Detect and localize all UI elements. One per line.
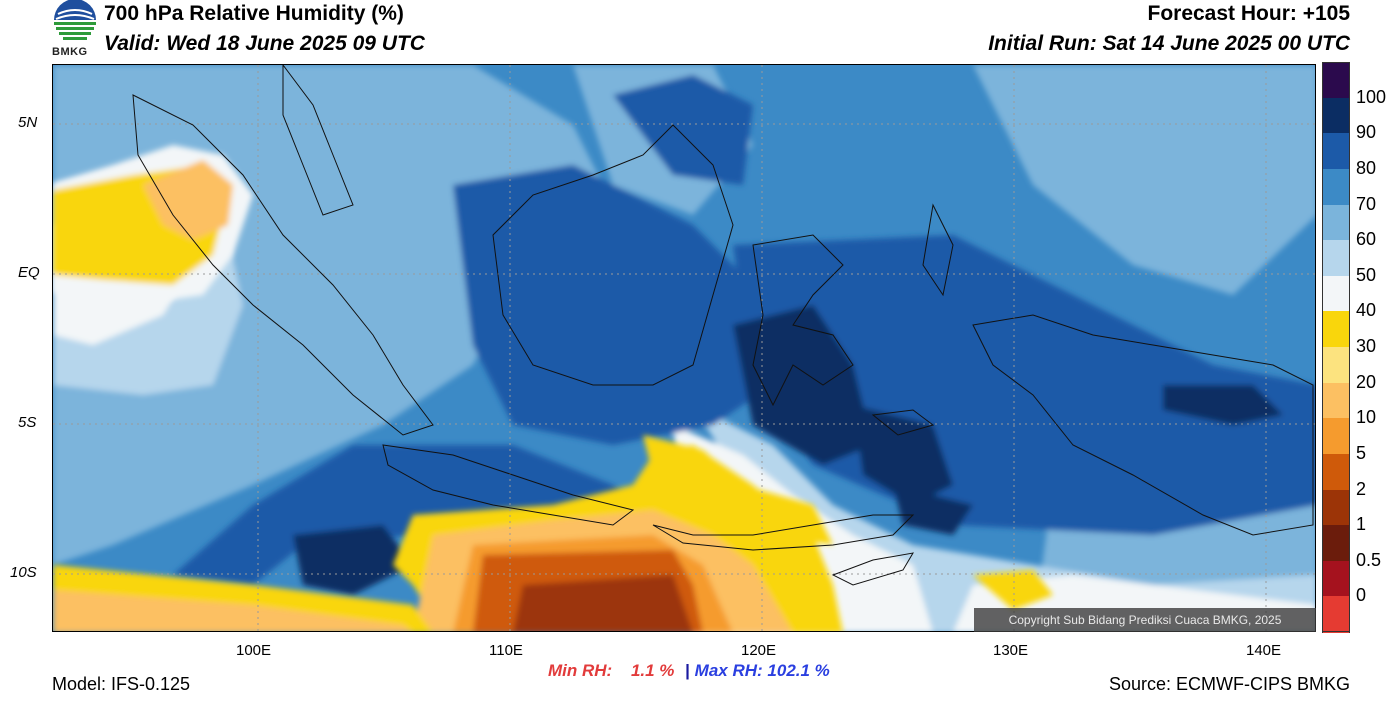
logo-label: BMKG [52,46,88,58]
copyright-notice: Copyright Sub Bidang Prediksi Cuaca BMKG… [974,608,1316,632]
lat-label-5s: 5S [18,414,37,431]
rh-region-60-northeast [973,65,1315,295]
coast-seram [871,409,935,436]
coastlines [132,65,1314,586]
rh-region-80-borneo [453,165,773,445]
rh-region-90-sulawesi [733,305,873,465]
model-label: Model: IFS-0.125 [52,674,191,694]
colorbar-label: 70 [1356,193,1377,214]
colorbar-swatch [1322,168,1350,205]
lon-label-130e: 130E [993,642,1029,659]
colorbar-label: 5 [1356,442,1367,463]
map-canvas [53,65,1315,631]
colorbar-label: 50 [1356,264,1377,285]
forecast-hour: Forecast Hour: +105 [1147,2,1351,25]
rh-region-80-north [613,75,753,185]
rh-region-90-papua [1163,385,1283,425]
max-rh: Max RH: 102.1 % [694,661,830,680]
rh-region-90-flores [893,485,973,535]
coast-lesser-sunda [652,514,915,551]
coast-sulawesi [752,234,854,407]
valid-time: Valid: Wed 18 June 2025 09 UTC [104,32,425,55]
colorbar-label: 0 [1356,585,1367,606]
colorbar-label: 80 [1356,157,1377,178]
coast-timor [831,552,914,586]
coast-malay-peninsula [282,65,354,216]
rh-dry-10-sumatra [143,160,233,240]
rh-dry-10-southwest [53,590,411,631]
colorbar-label: 1 [1356,514,1367,535]
lon-label-120e: 120E [741,642,777,659]
colorbar-label: 2 [1356,478,1367,499]
colorbar-label: 10 [1356,407,1377,428]
colorbar-frame [1322,62,1350,632]
lat-label-10s: 10S [10,564,37,581]
bmkg-logo: BMKG [50,0,100,60]
lon-label-110e: 110E [489,642,523,659]
minmax-separator: | [685,661,690,680]
min-rh-label: Min RH: [548,661,613,680]
map-title: 700 hPa Relative Humidity (%) [104,2,404,25]
rh-dry-30-southeast [973,570,1053,610]
colorbar-label: 20 [1356,371,1377,392]
rh-region-90-southwest [293,525,413,595]
coast-papua [972,314,1314,536]
rh-dry-30-bali [643,435,833,545]
rh-dry-1-south [513,575,693,631]
colorbar-label: 30 [1356,336,1377,356]
colorbar-label: 60 [1356,229,1377,250]
colorbar-label: 40 [1356,300,1377,321]
colorbar-label: 90 [1356,122,1377,143]
rh-extremes: Min RH: 1.1 % | Max RH: 102.1 % [548,661,830,681]
min-rh-value: 1.1 % [630,661,675,680]
lat-label-5n: 5N [18,114,38,131]
humidity-map [52,64,1316,632]
coast-halmahera [922,203,954,297]
rh-region-90-banda [853,405,953,505]
map-graticule [53,65,1315,631]
lon-label-100e: 100E [236,642,272,659]
source-label: Source: ECMWF-CIPS BMKG [1108,674,1350,694]
bmkg-logo-icon [54,0,96,40]
initial-run: Initial Run: Sat 14 June 2025 00 UTC [988,32,1350,55]
colorbar-label: 0.5 [1356,549,1382,570]
coast-sumatra [132,94,434,436]
lon-label-140e: 140E [1246,642,1282,659]
colorbar-label: 100 [1356,86,1387,107]
lat-label-eq: EQ [18,264,40,281]
coast-java [382,444,635,526]
coast-borneo [492,124,734,386]
